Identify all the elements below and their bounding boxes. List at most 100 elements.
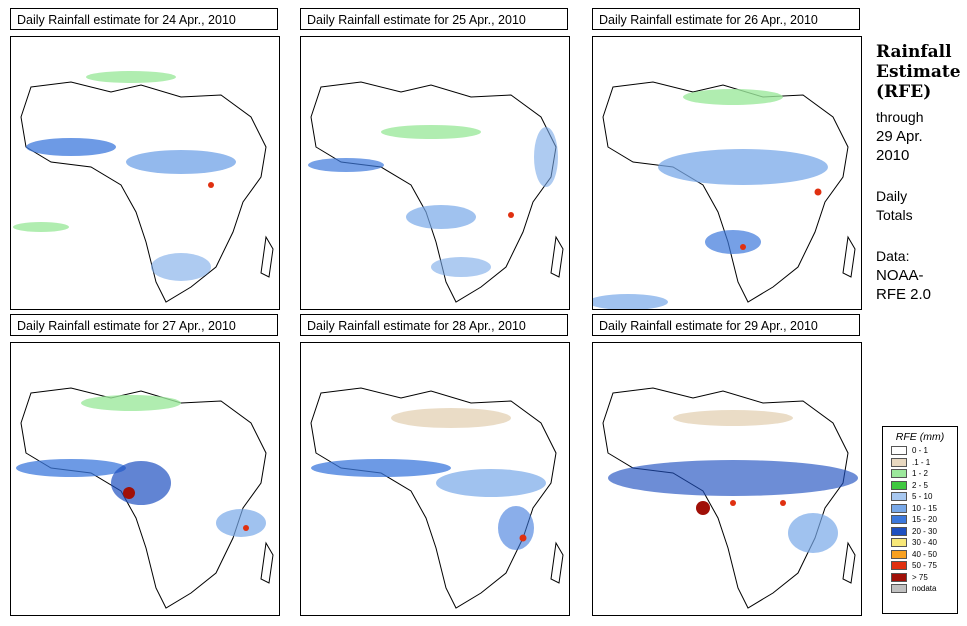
rain-band [673, 410, 793, 426]
rain-band [308, 158, 384, 172]
legend-swatch [891, 492, 907, 502]
legend-label: 0 - 1 [912, 446, 929, 456]
legend-item: 50 - 75 [883, 560, 957, 572]
legend-title: RFE (mm) [895, 431, 945, 443]
legend-label: 15 - 20 [912, 515, 937, 525]
rain-band [126, 150, 236, 174]
rain-band [151, 253, 211, 281]
data-label: Data: [876, 248, 910, 264]
legend-item: 1 - 2 [883, 468, 957, 480]
rain-band [26, 138, 116, 156]
rain-cell [519, 534, 527, 542]
legend-swatch [891, 526, 907, 536]
legend-swatch [891, 480, 907, 490]
legend-item: 10 - 15 [883, 503, 957, 515]
legend-label: nodata [912, 584, 937, 594]
legend-item: > 75 [883, 572, 957, 584]
panel-title: Daily Rainfall estimate for 29 Apr., 201… [592, 314, 860, 336]
panel-title: Daily Rainfall estimate for 28 Apr., 201… [300, 314, 568, 336]
madagascar-outline [550, 235, 564, 278]
panel-title: Daily Rainfall estimate for 26 Apr., 201… [592, 8, 860, 30]
legend-swatch [891, 549, 907, 559]
panel-title: Daily Rainfall estimate for 24 Apr., 201… [10, 8, 278, 30]
madagascar-outline [260, 541, 274, 584]
rain-band [431, 257, 491, 277]
legend-item: 0 - 1 [883, 445, 957, 457]
rain-band [111, 461, 171, 505]
rain-band [391, 408, 511, 428]
rainfall-map [592, 36, 862, 310]
map-panel-1: Daily Rainfall estimate for 24 Apr., 201… [10, 8, 280, 310]
rain-cell [208, 182, 214, 188]
legend-swatch [891, 503, 907, 513]
madagascar-outline [842, 235, 856, 278]
legend-item: 40 - 50 [883, 549, 957, 561]
rain-band [311, 459, 451, 477]
legend-label: 20 - 30 [912, 526, 937, 536]
continent-outline [602, 81, 849, 303]
through-date-line1: 29 Apr. [876, 128, 923, 145]
legend-item: nodata [883, 583, 957, 595]
rainfall-map [10, 36, 280, 310]
legend-item: .1 - 1 [883, 457, 957, 469]
legend-swatch [891, 584, 907, 594]
map-panel-2: Daily Rainfall estimate for 25 Apr., 201… [300, 8, 570, 310]
legend-swatch [891, 538, 907, 548]
legend-swatch [891, 515, 907, 525]
rain-band [534, 127, 558, 187]
legend-item: 30 - 40 [883, 537, 957, 549]
legend-item: 5 - 10 [883, 491, 957, 503]
map-panel-5: Daily Rainfall estimate for 28 Apr., 201… [300, 314, 570, 616]
sidebar-heading-line3: (RFE) [876, 82, 932, 102]
legend-label: 40 - 50 [912, 549, 937, 559]
rain-band [658, 149, 828, 185]
map-panel-4: Daily Rainfall estimate for 27 Apr., 201… [10, 314, 280, 616]
rain-band [436, 469, 546, 497]
sidebar-heading-line2: Estimate [876, 62, 961, 82]
madagascar-outline [260, 235, 274, 278]
sidebar-heading-line1: Rainfall [876, 42, 952, 62]
rain-band [788, 513, 838, 553]
continent-outline [20, 81, 267, 303]
map-panel-6: Daily Rainfall estimate for 29 Apr., 201… [592, 314, 862, 616]
rain-band [705, 230, 761, 254]
rain-cell [780, 500, 786, 506]
legend-label: 50 - 75 [912, 561, 937, 571]
legend-swatch [891, 561, 907, 571]
legend-label: 1 - 2 [912, 469, 929, 479]
rain-cell [730, 500, 736, 506]
rain-band [381, 125, 481, 139]
rain-cell [814, 188, 822, 196]
legend-label: 2 - 5 [912, 480, 929, 490]
map-panel-3: Daily Rainfall estimate for 26 Apr., 201… [592, 8, 862, 310]
data-source-line1: NOAA- [876, 267, 924, 284]
rain-band [13, 222, 69, 232]
legend-label: 10 - 15 [912, 503, 937, 513]
legend-item: 2 - 5 [883, 480, 957, 492]
rain-band [608, 460, 858, 496]
rain-band [16, 459, 126, 477]
through-label: through [876, 109, 924, 125]
through-date-line2: 2010 [876, 147, 910, 164]
legend-label: 30 - 40 [912, 538, 937, 548]
legend-swatch [891, 469, 907, 479]
totals-line1: Daily [876, 188, 908, 204]
data-source-line2: RFE 2.0 [876, 286, 932, 303]
legend-swatch [891, 446, 907, 456]
panel-title: Daily Rainfall estimate for 27 Apr., 201… [10, 314, 278, 336]
rain-band [86, 71, 176, 83]
rain-band [683, 89, 783, 105]
rain-cell [740, 244, 746, 250]
rainfall-map [300, 342, 570, 616]
sidebar: Rainfall Estimate (RFE) through 29 Apr. … [876, 42, 964, 304]
rain-cell [123, 487, 135, 499]
rainfall-map [300, 36, 570, 310]
legend-label: 5 - 10 [912, 492, 933, 502]
rain-cell [243, 525, 249, 531]
totals-line2: Totals [876, 207, 913, 223]
madagascar-outline [842, 541, 856, 584]
rain-band [216, 509, 266, 537]
rain-cell [696, 501, 710, 515]
panel-title: Daily Rainfall estimate for 25 Apr., 201… [300, 8, 568, 30]
